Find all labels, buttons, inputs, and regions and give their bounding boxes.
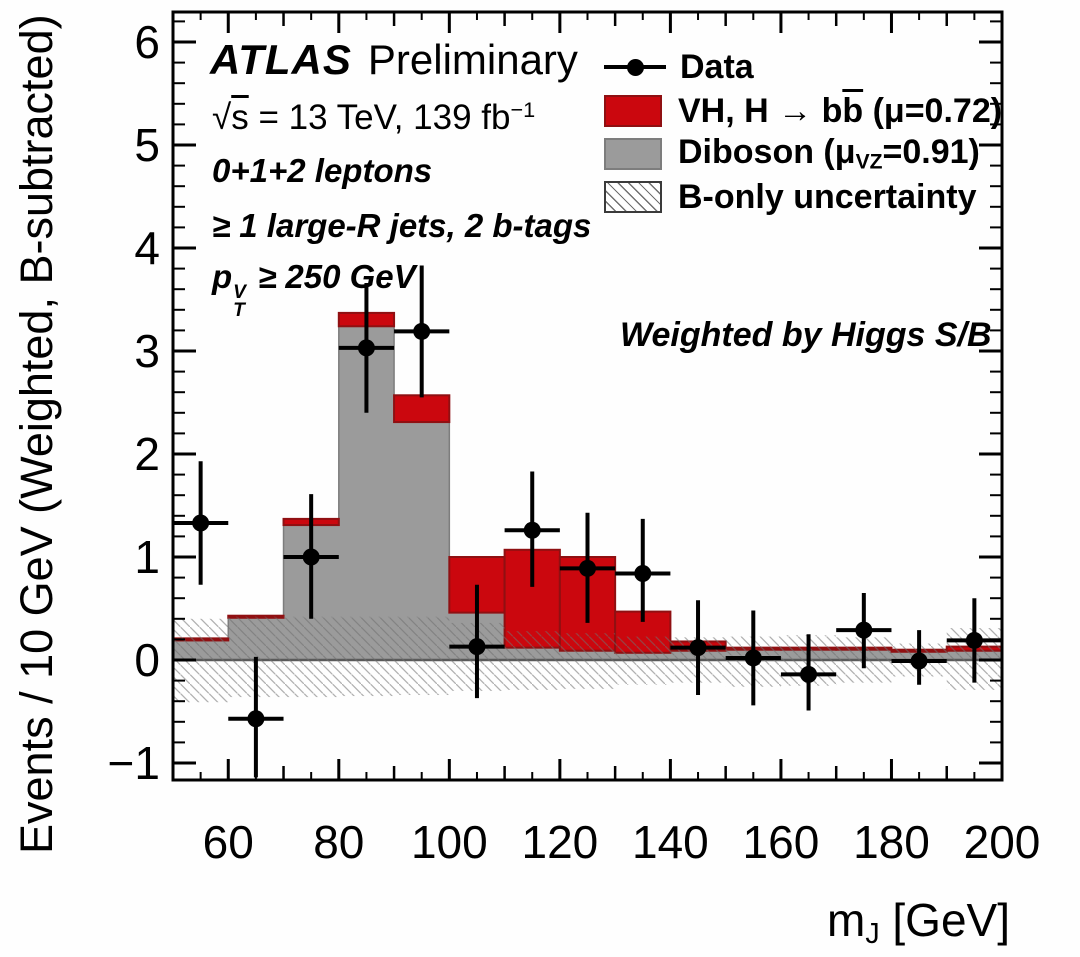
- lumi-text: = 13 TeV, 139 fb: [248, 97, 511, 137]
- svg-text:140: 140: [632, 816, 709, 868]
- uncertainty-swatch: [604, 181, 662, 213]
- legend-label-signal: VH, H → bb (μ=0.72): [678, 92, 1002, 131]
- atlas-wordmark: ATLAS: [210, 36, 352, 83]
- x-axis-title: mJ [GeV]: [827, 893, 1010, 951]
- experiment-label: ATLAS Preliminary: [210, 36, 578, 84]
- diboson-label-prefix: Diboson (μ: [678, 133, 856, 172]
- x-title-base: m: [827, 894, 866, 946]
- svg-text:160: 160: [743, 816, 820, 868]
- data-points: [173, 265, 1002, 778]
- jet-selection-label: ≥ 1 large-R jets, 2 b-tags: [212, 207, 592, 244]
- svg-text:2: 2: [134, 428, 160, 480]
- weighted-annotation: Weighted by Higgs S/B: [620, 316, 992, 354]
- legend-item-uncertainty: B-only uncertainty: [604, 177, 976, 217]
- plot-frame: [171, 10, 1004, 782]
- signal-label-prefix: VH, H → b: [678, 91, 843, 130]
- signal-label-suffix: (μ=0.72): [863, 91, 1003, 130]
- y-axis-title: Events / 10 GeV (Weighted, B-subtracted): [11, 14, 62, 855]
- ptv-base: p: [212, 258, 233, 295]
- legend-label-uncertainty: B-only uncertainty: [678, 177, 977, 216]
- legend-label-diboson: Diboson (μVZ=0.91): [678, 133, 980, 174]
- legend-item-diboson: Diboson (μVZ=0.91): [604, 133, 980, 174]
- svg-text:−1: −1: [108, 737, 160, 789]
- svg-text:5: 5: [134, 119, 160, 171]
- svg-text:180: 180: [853, 816, 930, 868]
- svg-text:6: 6: [134, 16, 160, 68]
- axis-ticks: [173, 12, 1004, 780]
- sqrt-radical: √: [212, 97, 232, 137]
- sqrt-s: s: [231, 97, 249, 137]
- lepton-selection-label: 0+1+2 leptons: [212, 152, 433, 189]
- svg-text:4: 4: [134, 222, 160, 274]
- legend-item-signal: VH, H → bb (μ=0.72): [604, 91, 1002, 131]
- ptv-sup: V: [233, 281, 246, 303]
- data-marker-icon: [604, 50, 666, 84]
- axis-tick-labels: 60 80 100 120 140 160 180 200 −1 0 1 2 3 4 5 6: [108, 16, 1041, 868]
- bbar-overline: b: [842, 91, 864, 130]
- svg-text:100: 100: [411, 816, 488, 868]
- x-title-subscript: J: [865, 918, 880, 951]
- ptv-sub: T: [233, 299, 245, 321]
- mu-vz-subscript: VZ: [855, 150, 883, 174]
- svg-text:80: 80: [313, 816, 364, 868]
- energy-luminosity-label: √s = 13 TeV, 139 fb−1: [212, 97, 535, 138]
- diboson-swatch: [604, 138, 662, 170]
- inverse-fb-exponent: −1: [510, 97, 536, 122]
- legend-item-data: Data: [604, 47, 754, 87]
- legend-label-data: Data: [680, 47, 754, 86]
- svg-text:120: 120: [521, 816, 598, 868]
- data-point-dot: [626, 58, 644, 76]
- svg-text:200: 200: [964, 816, 1041, 868]
- ptv-rest: ≥ 250 GeV: [248, 258, 416, 295]
- svg-text:0: 0: [134, 634, 160, 686]
- signal-swatch: [604, 95, 662, 127]
- svg-text:1: 1: [134, 531, 160, 583]
- x-title-units: [GeV]: [879, 894, 1010, 946]
- svg-text:3: 3: [134, 325, 160, 377]
- preliminary-label: Preliminary: [367, 36, 578, 83]
- svg-text:60: 60: [203, 816, 254, 868]
- diboson-label-suffix: =0.91): [882, 133, 980, 172]
